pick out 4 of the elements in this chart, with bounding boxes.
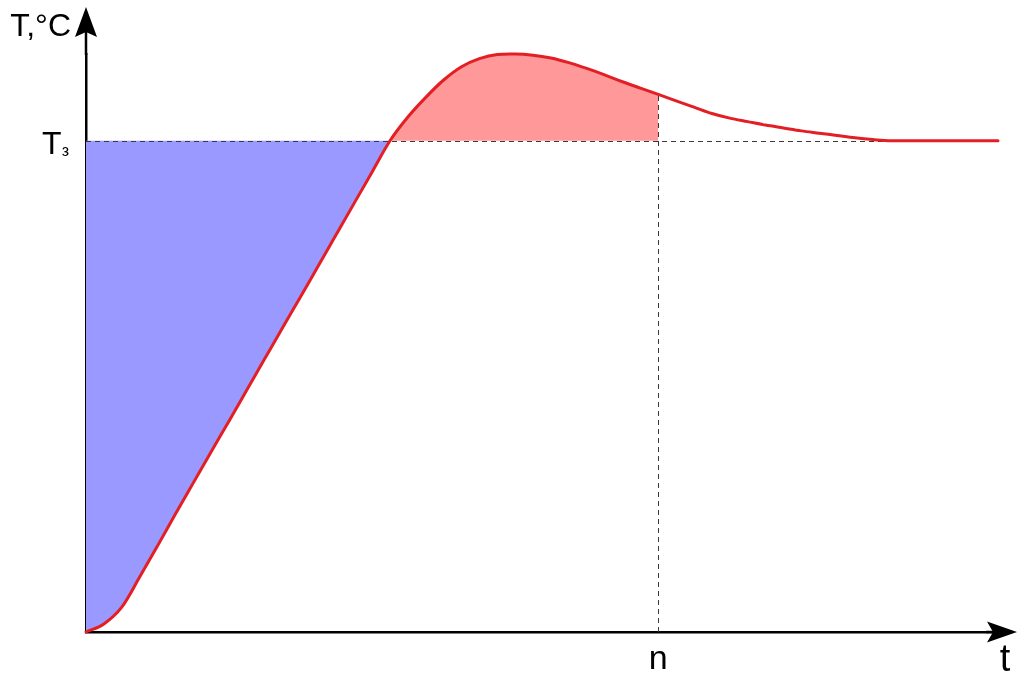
text: n <box>648 638 668 676</box>
ref-line-label: Tз <box>42 124 70 161</box>
x-axis-title: t <box>999 637 1011 679</box>
y-axis-title: T,°C <box>10 7 71 43</box>
